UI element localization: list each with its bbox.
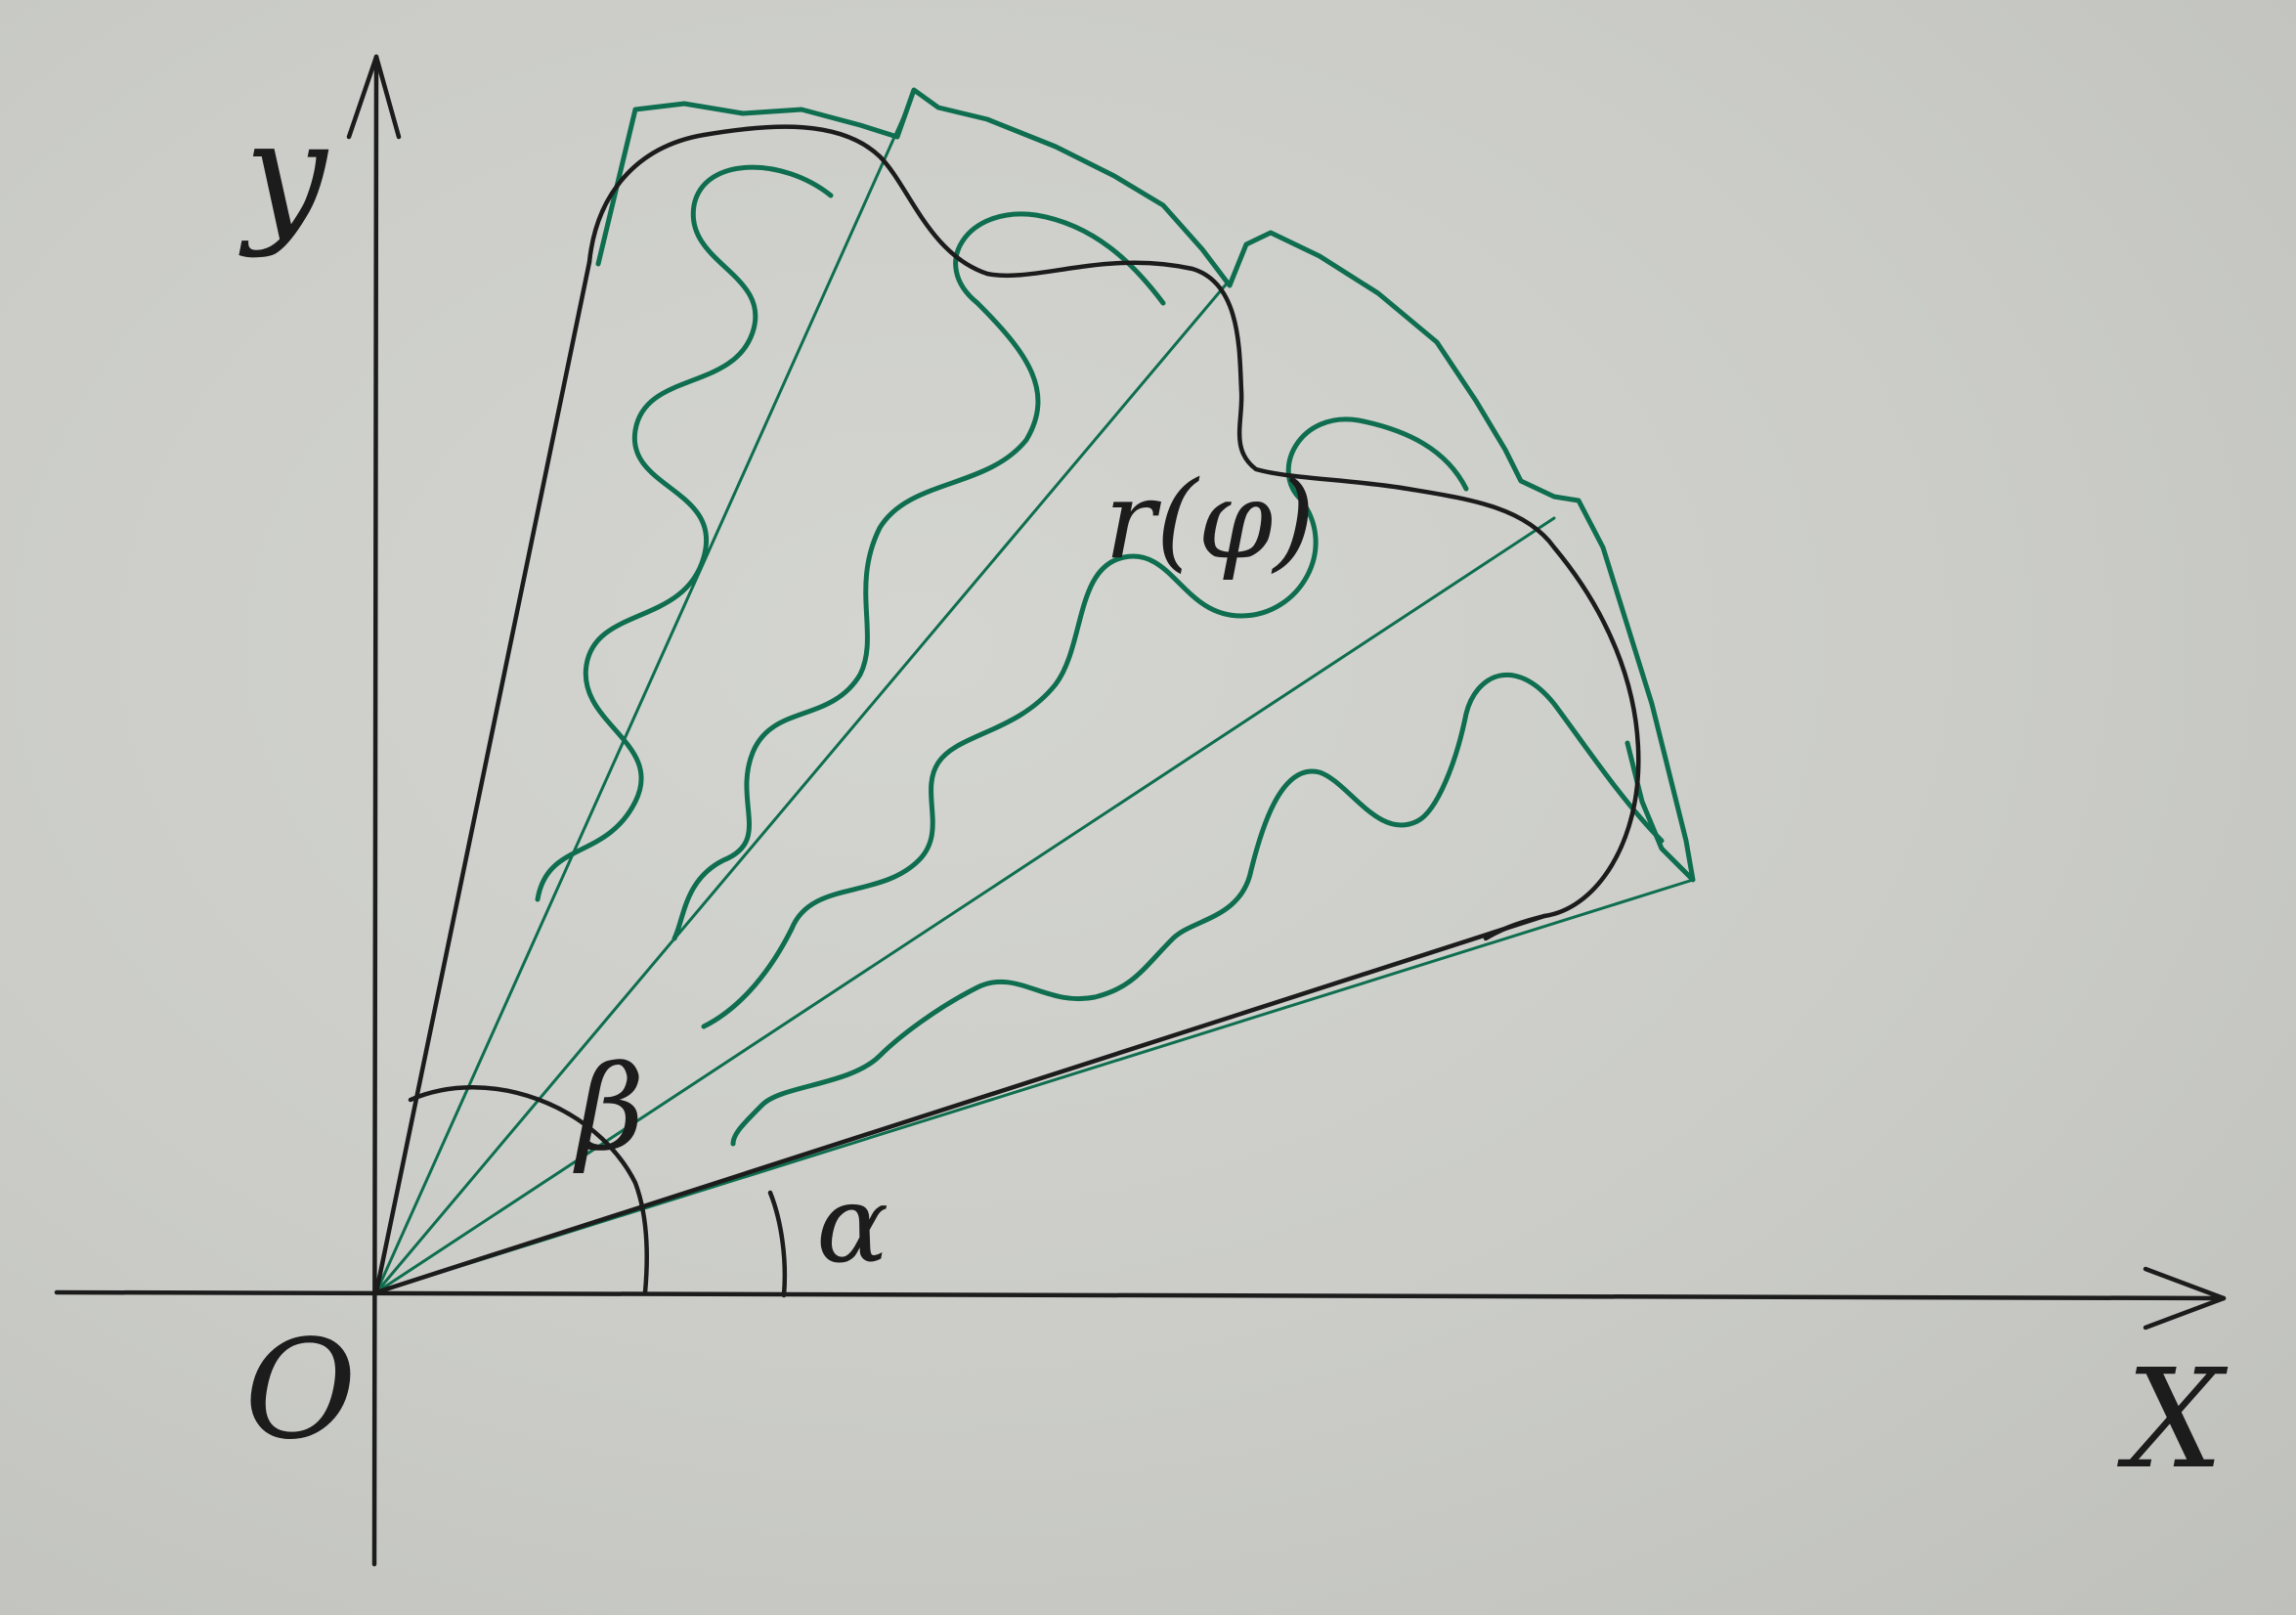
y-axis	[346, 54, 402, 1567]
y-axis-label: y	[238, 90, 329, 260]
beta-arc	[408, 1085, 649, 1295]
origin-label: O	[244, 1311, 357, 1470]
curve-r-phi	[586, 124, 1641, 941]
beta-label: β	[573, 1041, 644, 1177]
x-axis-label: X	[2116, 1340, 2229, 1500]
alpha-arc	[767, 1190, 788, 1298]
sector-hatching	[535, 164, 1665, 1147]
alpha-label: α	[816, 1161, 888, 1287]
curve-label: r(φ)	[1105, 458, 1315, 583]
sector-rays	[374, 113, 1695, 1294]
x-axis	[54, 1266, 2227, 1331]
boundary-rays	[373, 259, 1547, 1295]
sector-approximation-outline	[595, 87, 1696, 883]
